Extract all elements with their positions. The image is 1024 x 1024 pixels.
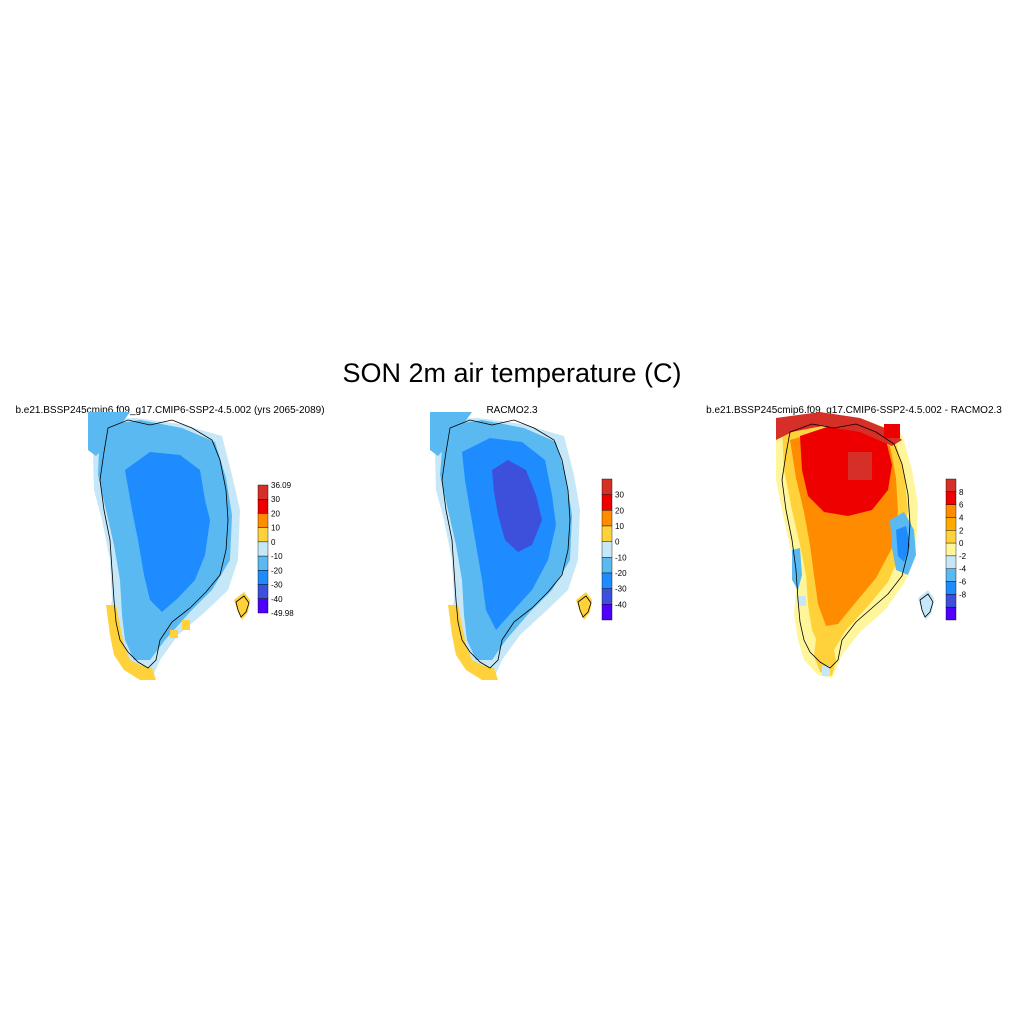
colorbar-box [945,542,957,557]
colorbar-label: 0 [615,538,620,547]
iceland-coastline [577,595,592,618]
colorbar-label: -2 [959,552,967,561]
colorbar-label: 36.09 [271,481,292,490]
coastal-warm-zone [448,605,498,680]
colorbar-box [945,478,957,493]
colorbar-box [601,510,613,527]
colorbar-box [945,491,957,505]
warm-pixel [170,630,178,638]
colorbar-box [601,478,613,495]
iceland-coastline [919,593,934,618]
colorbar-label: -30 [271,581,283,590]
colorbar-model: 36.09 30 20 10 0 -10 -20 -30 -40 -49.98 [257,481,294,618]
colorbar-label: 30 [615,491,624,500]
greenland-coastline [441,419,571,669]
colorbar-box [601,541,613,558]
colorbar-label: 20 [271,509,280,518]
diff-edge-warm [776,412,902,446]
colorbar-label: 8 [959,488,964,497]
colorbar-box [945,530,957,544]
colorbar-label: 30 [271,495,280,504]
colorbar-label: -20 [271,566,283,575]
map-panel-difference [776,412,934,678]
colorbar-label: 6 [959,501,964,510]
colorbar-label: 0 [271,538,276,547]
colorbar-racmo: 30 20 10 0 -10 -20 -30 -40 [601,478,627,621]
colorbar-label: -20 [615,569,627,578]
diff-zone-cold-east-core [896,526,910,562]
colorbar-box [257,499,269,514]
colorbar-label: 4 [959,513,964,522]
panel-title-racmo: RACMO2.3 [486,405,538,416]
colorbar-label: 10 [271,524,280,533]
diff-zone-above-8 [848,452,872,480]
colorbar-label: -40 [271,595,283,604]
diff-zone-6-to-8 [800,426,892,516]
colorbar-box [601,525,613,542]
colorbar-difference: 8 6 4 2 0 -2 -4 -6 -8 [945,478,967,621]
colorbar-box [257,541,269,557]
colorbar-box [945,581,957,595]
colorbar-label: 2 [959,526,964,535]
colorbar-box [601,494,613,511]
colorbar-label: -49.98 [271,609,294,618]
colorbar-box [945,555,957,569]
figure-title: SON 2m air temperature (C) [342,358,682,388]
warm-pixel [182,620,190,630]
colorbar-box [257,570,269,585]
ice-zone-minus-30 [492,460,542,552]
greenland-coastline [99,419,229,669]
greenland-coastline [781,423,911,669]
colorbar-label: -40 [615,600,627,609]
colorbar-box [945,606,957,621]
colorbar-box [257,555,269,571]
diff-zone-cold-west [798,596,806,606]
colorbar-box [257,527,269,543]
colorbar-box [601,572,613,589]
iceland-coastline [235,595,250,618]
colorbar-label: -10 [615,553,627,562]
colorbar-box [257,584,269,599]
diff-edge-warm [884,424,900,438]
colorbar-box [945,594,957,608]
colorbar-label: 20 [615,506,624,515]
panel-title-difference: b.e21.BSSP245cmip6.f09_g17.CMIP6-SSP2-4.… [706,405,1002,416]
map-panel-racmo [430,412,592,680]
colorbar-label: -30 [615,585,627,594]
colorbar-label: 10 [615,522,624,531]
panel-title-model: b.e21.BSSP245cmip6.f09_g17.CMIP6-SSP2-4.… [15,405,325,416]
colorbar-label: -10 [271,552,283,561]
map-panel-model [88,412,250,680]
colorbar-label: -6 [959,578,967,587]
colorbar-box [257,484,269,500]
coastal-warm-zone [106,605,156,680]
colorbar-box [945,517,957,531]
colorbar-label: -8 [959,590,967,599]
colorbar-box [945,504,957,518]
ice-zone-minus-20 [125,452,210,612]
colorbar-box [945,568,957,582]
colorbar-box [601,604,613,621]
colorbar-box [601,557,613,574]
colorbar-box [257,513,269,528]
colorbar-box [601,588,613,605]
colorbar-label: 0 [959,539,964,548]
colorbar-label: -4 [959,565,967,574]
diff-pixel [822,666,830,676]
colorbar-box [257,598,269,614]
